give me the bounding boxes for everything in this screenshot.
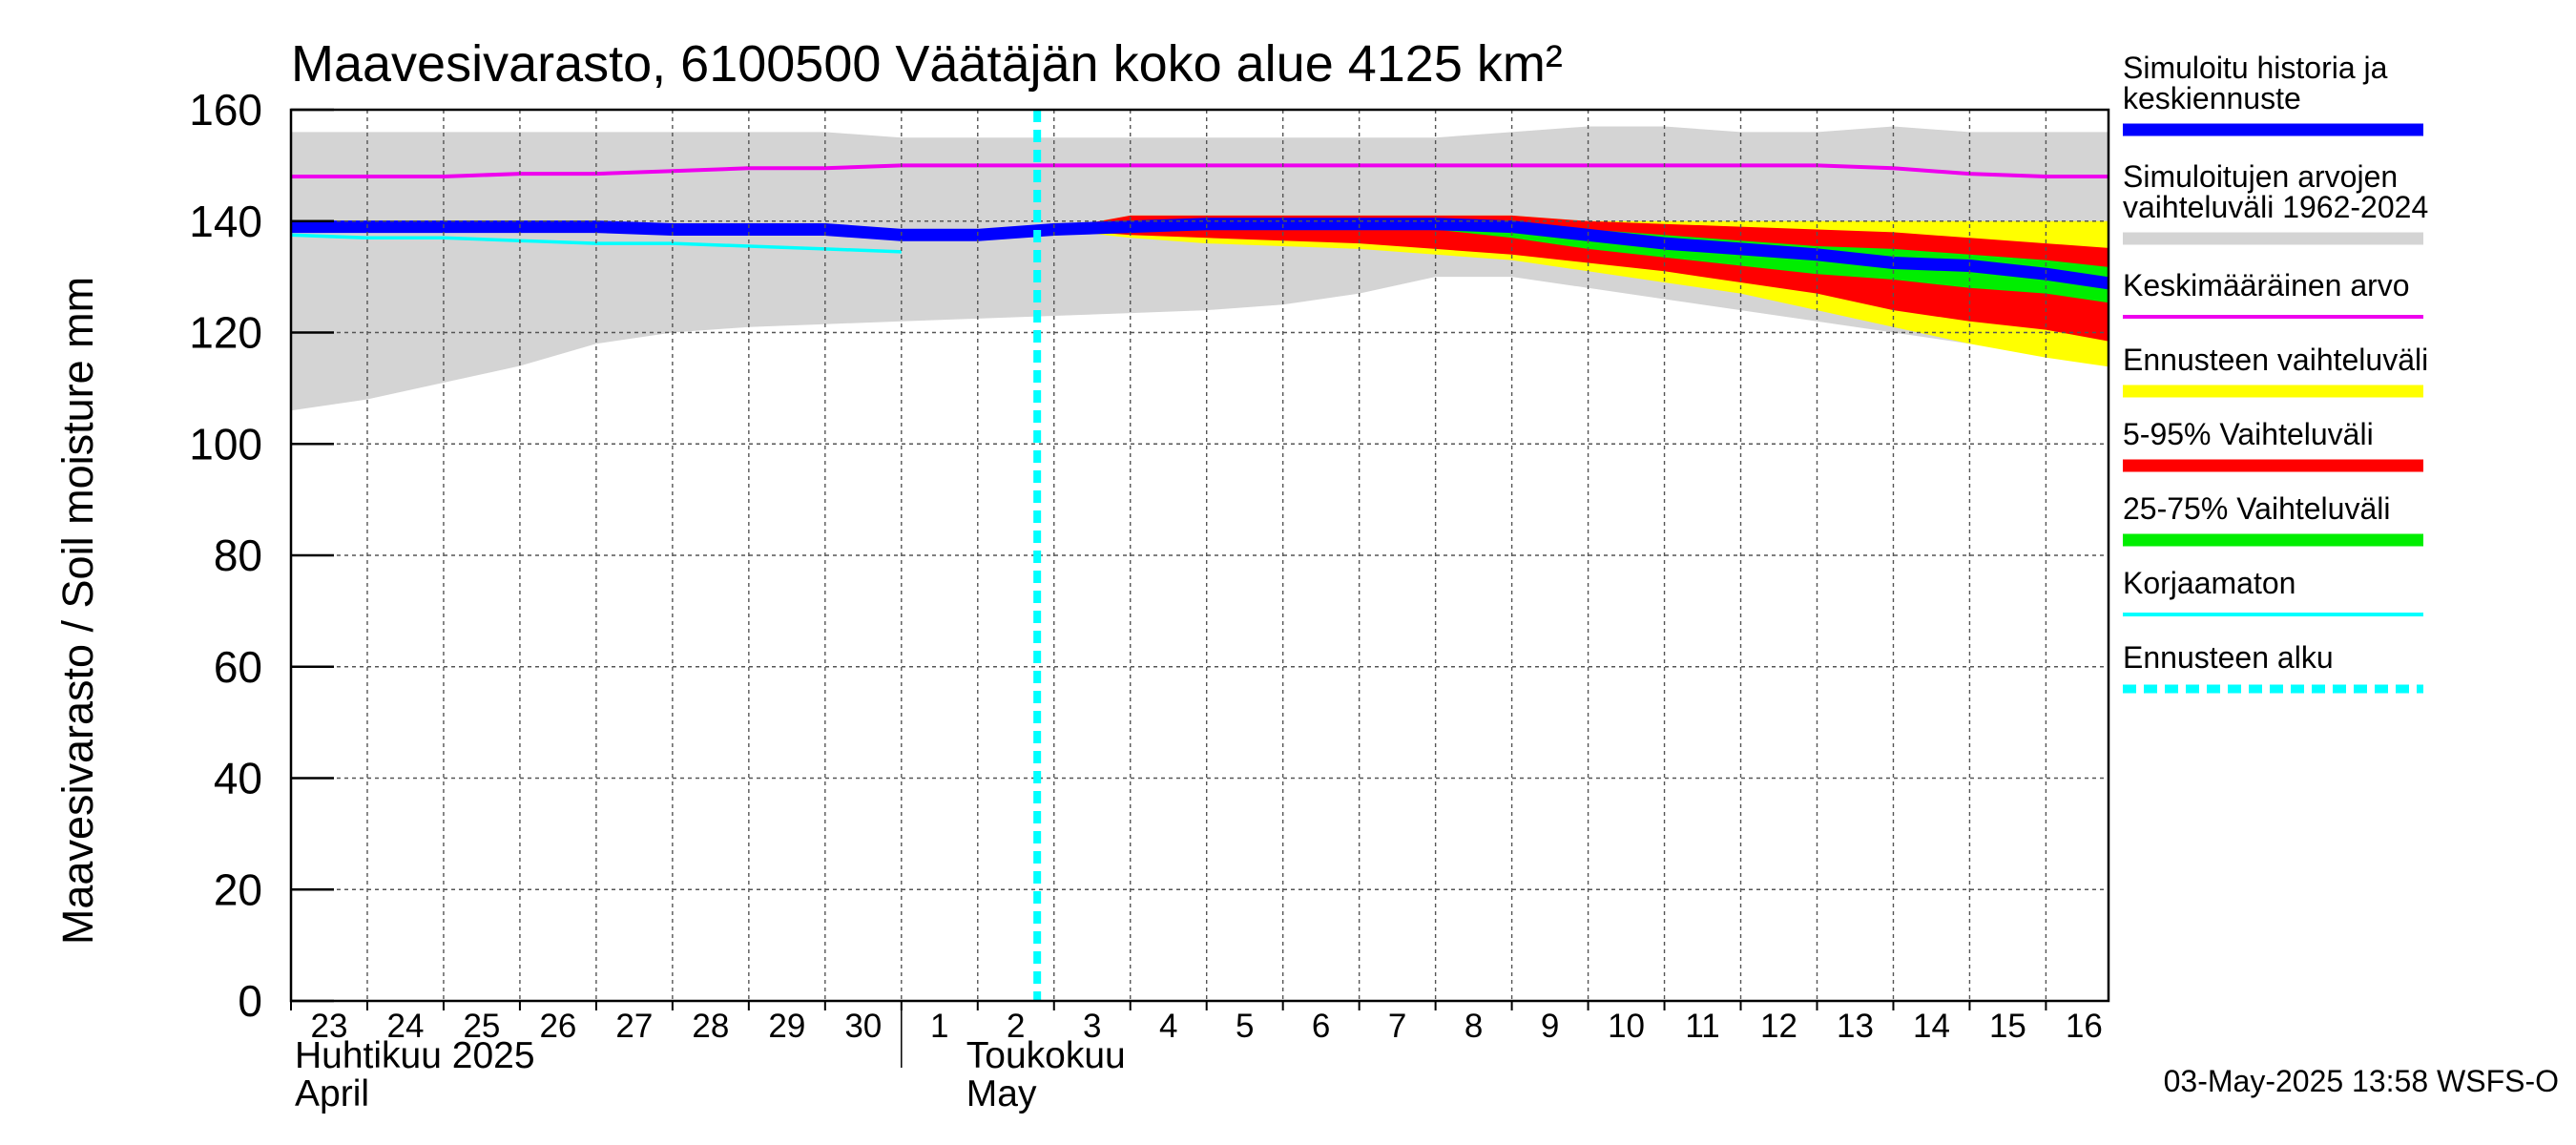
x-tick-label-4: 27 [615, 1008, 653, 1045]
x-tick-label-0: 23 [311, 1008, 348, 1045]
x-tick-label-1: 24 [386, 1008, 424, 1045]
y-tick-label-40: 40 [214, 754, 262, 803]
legend-label-forecast_start: Ennusteen alku [2123, 640, 2334, 675]
line-uncorrected [291, 233, 902, 254]
x-tick-label-5: 28 [692, 1008, 729, 1045]
legend-label-mean: Keskimääräinen arvo [2123, 268, 2410, 302]
timestamp: 03-May-2025 13:58 WSFS-O [2164, 1064, 2559, 1098]
x-tick-label-8: 1 [930, 1008, 948, 1045]
x-tick-label-15: 8 [1465, 1008, 1483, 1045]
month-label-en-1: May [966, 1073, 1037, 1114]
y-tick-label-160: 160 [189, 85, 262, 135]
legend-label-history-2: keskiennuste [2123, 81, 2301, 115]
x-tick-label-3: 26 [539, 1008, 576, 1045]
x-tick-label-9: 2 [1007, 1008, 1025, 1045]
x-tick-label-23: 16 [2066, 1008, 2103, 1045]
legend-item-forecast_range: Ennusteen vaihteluväli [2123, 343, 2428, 398]
x-tick-label-2: 25 [463, 1008, 500, 1045]
legend-item-p5_95: 5-95% Vaihteluväli [2123, 417, 2423, 472]
x-tick-label-6: 29 [768, 1008, 805, 1045]
x-tick-label-12: 5 [1236, 1008, 1254, 1045]
legend: Simuloitu historia jakeskiennusteSimuloi… [2123, 51, 2428, 694]
legend-label-p25_75: 25-75% Vaihteluväli [2123, 491, 2390, 526]
month-label-fi-1: Toukokuu [966, 1035, 1126, 1076]
x-tick-label-19: 12 [1760, 1008, 1797, 1045]
legend-label-range_1962_2024: Simuloitujen arvojen [2123, 159, 2398, 194]
x-tick-label-13: 6 [1312, 1008, 1330, 1045]
legend-item-p25_75: 25-75% Vaihteluväli [2123, 491, 2423, 547]
y-tick-label-0: 0 [238, 976, 262, 1026]
band-range_1962_2024 [291, 126, 2109, 411]
y-tick-label-20: 20 [214, 864, 262, 914]
legend-label-p5_95: 5-95% Vaihteluväli [2123, 417, 2374, 451]
y-tick-label-140: 140 [189, 197, 262, 246]
x-tick-label-22: 15 [1989, 1008, 2026, 1045]
x-tick-label-21: 14 [1913, 1008, 1950, 1045]
x-tick-label-10: 3 [1083, 1008, 1101, 1045]
y-tick-label-100: 100 [189, 419, 262, 468]
y-tick-label-60: 60 [214, 642, 262, 692]
legend-label-uncorrected: Korjaamaton [2123, 566, 2296, 600]
x-tick-label-7: 30 [844, 1008, 882, 1045]
x-tick-label-14: 7 [1388, 1008, 1406, 1045]
x-tick-label-20: 13 [1837, 1008, 1874, 1045]
x-tick-label-18: 11 [1685, 1008, 1719, 1045]
legend-item-uncorrected: Korjaamaton [2123, 566, 2423, 616]
chart-title: Maavesivarasto, 6100500 Väätäjän koko al… [291, 35, 1563, 93]
legend-label-history: Simuloitu historia ja [2123, 51, 2388, 85]
legend-item-forecast_start: Ennusteen alku [2123, 640, 2423, 694]
y-axis-label: Maavesivarasto / Soil moisture mm [53, 277, 102, 945]
month-label-fi-0: Huhtikuu 2025 [295, 1035, 535, 1076]
x-tick-label-16: 9 [1541, 1008, 1559, 1045]
month-label-en-0: April [295, 1073, 369, 1114]
y-tick-label-80: 80 [214, 531, 262, 580]
legend-item-mean: Keskimääräinen arvo [2123, 268, 2423, 319]
grid [291, 110, 2109, 1001]
y-tick-label-120: 120 [189, 308, 262, 358]
x-tick-label-11: 4 [1159, 1008, 1177, 1045]
legend-label-range_1962_2024-2: vaihteluväli 1962-2024 [2123, 190, 2428, 224]
band-p5_95 [1053, 215, 2109, 342]
legend-label-forecast_range: Ennusteen vaihteluväli [2123, 343, 2428, 377]
x-tick-label-17: 10 [1608, 1008, 1645, 1045]
